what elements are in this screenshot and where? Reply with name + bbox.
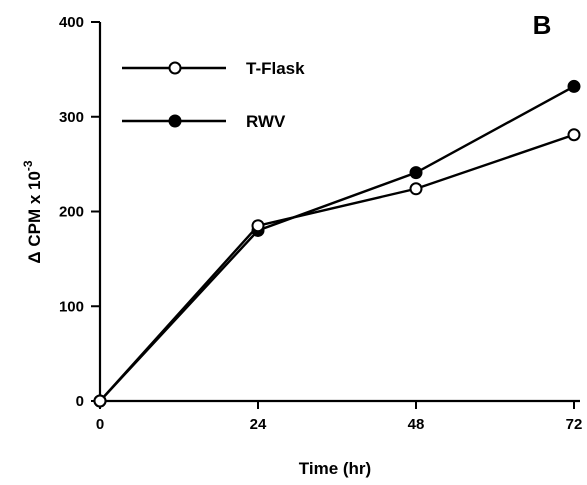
y-axis-title-exponent: -3 [21, 160, 35, 171]
y-axis-title: Δ CPM x 10-3 [21, 160, 44, 264]
data-point-t-flask [567, 128, 581, 142]
y-tick-label: 300 [59, 109, 84, 126]
legend: T-Flask RWV [122, 59, 305, 131]
x-tick-label: 72 [566, 416, 583, 433]
series-line-rwv [99, 85, 575, 402]
series-line-t-flask [99, 133, 575, 402]
axes [98, 22, 580, 403]
y-tick-label: 100 [59, 298, 84, 315]
data-point-rwv [409, 166, 423, 180]
data-point-rwv [567, 79, 581, 93]
panel-label: B [533, 10, 552, 40]
x-axis-title: Time (hr) [299, 459, 371, 478]
legend-label-t-flask: T-Flask [246, 59, 305, 78]
legend-label-rwv: RWV [246, 112, 286, 131]
series-rwv [93, 79, 581, 408]
legend-marker-t-flask [168, 61, 182, 75]
y-axis-title-main: Δ CPM x 10 [25, 171, 44, 264]
legend-marker-rwv [168, 114, 182, 128]
data-point-t-flask [409, 182, 423, 196]
x-tick-label: 24 [250, 416, 267, 433]
y-tick-label: 0 [76, 393, 84, 410]
series-layer [93, 79, 581, 408]
tick-labels: 0 24 48 72 0 100 200 300 400 [59, 14, 582, 433]
y-tick-label: 400 [59, 14, 84, 31]
legend-item-t-flask: T-Flask [122, 59, 305, 78]
axis-ticks [91, 21, 575, 409]
series-t-flask [93, 128, 581, 408]
y-tick-label: 200 [59, 204, 84, 221]
x-tick-label: 48 [408, 416, 425, 433]
data-point-t-flask [251, 219, 265, 233]
data-point-t-flask [93, 394, 107, 408]
legend-item-rwv: RWV [122, 112, 286, 131]
x-tick-label: 0 [96, 416, 104, 433]
